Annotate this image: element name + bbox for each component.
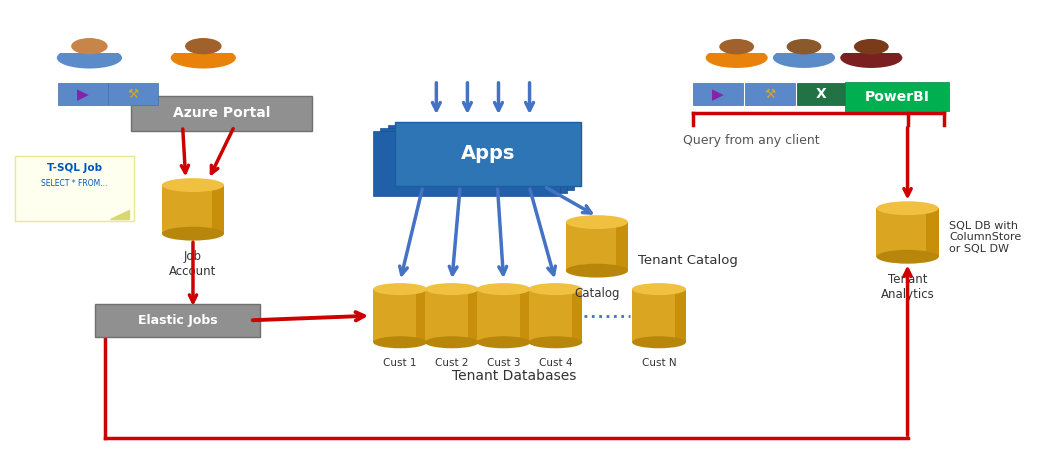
Bar [162, 185, 224, 233]
Text: Azure Portal: Azure Portal [173, 106, 270, 120]
Bar [763, 35, 845, 53]
Ellipse shape [425, 336, 479, 348]
Ellipse shape [528, 336, 582, 348]
Ellipse shape [705, 47, 768, 68]
Bar [373, 289, 427, 342]
Bar [477, 289, 530, 342]
Bar [829, 35, 913, 53]
FancyBboxPatch shape [745, 83, 795, 106]
Text: Cust N: Cust N [642, 358, 676, 367]
Ellipse shape [477, 336, 530, 348]
Ellipse shape [632, 283, 686, 295]
Bar [468, 289, 479, 342]
FancyBboxPatch shape [15, 156, 134, 221]
FancyBboxPatch shape [380, 128, 567, 193]
FancyBboxPatch shape [845, 82, 949, 111]
Ellipse shape [876, 250, 939, 264]
Polygon shape [110, 210, 129, 219]
Text: Job
Account: Job Account [169, 250, 217, 278]
Circle shape [853, 39, 889, 54]
Circle shape [71, 38, 107, 54]
Text: ▶: ▶ [712, 87, 724, 102]
FancyBboxPatch shape [797, 83, 846, 106]
Text: SQL DB with
ColumnStore
or SQL DW: SQL DB with ColumnStore or SQL DW [949, 220, 1021, 254]
FancyBboxPatch shape [131, 96, 312, 131]
Text: Apps: Apps [461, 145, 516, 163]
Circle shape [787, 39, 821, 54]
Ellipse shape [373, 283, 427, 295]
Text: Catalog: Catalog [574, 287, 620, 300]
Text: PowerBI: PowerBI [865, 90, 929, 104]
Text: T-SQL Job: T-SQL Job [47, 163, 102, 173]
Ellipse shape [162, 178, 224, 192]
Bar [616, 222, 628, 271]
Ellipse shape [528, 283, 582, 295]
Bar [566, 222, 628, 271]
Bar [212, 185, 224, 233]
Text: Cust 3: Cust 3 [487, 358, 520, 367]
Ellipse shape [566, 264, 628, 278]
Bar [46, 33, 133, 53]
Text: X: X [816, 87, 827, 101]
Ellipse shape [171, 47, 235, 68]
FancyBboxPatch shape [388, 125, 574, 190]
Bar [632, 289, 686, 342]
FancyBboxPatch shape [95, 304, 260, 337]
Bar [416, 289, 427, 342]
Bar [876, 208, 939, 257]
Text: SELECT * FROM...: SELECT * FROM... [42, 179, 107, 188]
Ellipse shape [773, 47, 835, 68]
Bar [425, 289, 479, 342]
Bar [695, 35, 778, 53]
Ellipse shape [162, 227, 224, 240]
Circle shape [719, 39, 754, 54]
Bar [572, 289, 582, 342]
Text: Elastic Jobs: Elastic Jobs [138, 314, 217, 327]
Bar [159, 33, 247, 53]
Bar [675, 289, 686, 342]
Ellipse shape [57, 47, 122, 68]
Text: Cust 2: Cust 2 [436, 358, 469, 367]
Text: Tenant Databases: Tenant Databases [452, 369, 576, 383]
FancyBboxPatch shape [108, 83, 157, 106]
Ellipse shape [477, 283, 530, 295]
Text: Tenant
Analytics: Tenant Analytics [880, 273, 935, 301]
Ellipse shape [632, 336, 686, 348]
Text: ▶: ▶ [77, 87, 89, 102]
Ellipse shape [840, 47, 902, 68]
Text: Query from any client: Query from any client [683, 134, 819, 147]
Text: Cust 4: Cust 4 [539, 358, 572, 367]
Bar [528, 289, 582, 342]
Text: Tenant Catalog: Tenant Catalog [639, 254, 738, 267]
Bar [926, 208, 939, 257]
Ellipse shape [425, 283, 479, 295]
FancyBboxPatch shape [693, 83, 743, 106]
Bar [520, 289, 530, 342]
Text: Cust 1: Cust 1 [383, 358, 417, 367]
FancyBboxPatch shape [58, 83, 108, 106]
Ellipse shape [566, 215, 628, 229]
Ellipse shape [373, 336, 427, 348]
Text: ⚒: ⚒ [764, 88, 775, 101]
FancyBboxPatch shape [373, 131, 560, 196]
FancyBboxPatch shape [395, 121, 581, 186]
Text: ⚒: ⚒ [127, 88, 139, 101]
Circle shape [185, 38, 222, 54]
Ellipse shape [876, 201, 939, 215]
